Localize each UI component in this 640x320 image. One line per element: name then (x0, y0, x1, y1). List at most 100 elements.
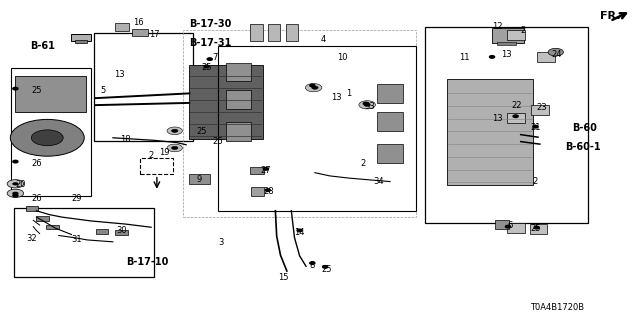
Bar (189, 65, 262, 140)
Text: T0A4B1720B: T0A4B1720B (531, 303, 584, 312)
Text: 17: 17 (149, 30, 159, 39)
Bar (268, 24, 280, 41)
Circle shape (31, 130, 63, 146)
Text: 21: 21 (530, 123, 541, 132)
Bar (132, 29, 148, 36)
Circle shape (310, 262, 315, 264)
Text: 26: 26 (31, 159, 42, 168)
Text: 6: 6 (508, 221, 513, 230)
Bar (96, 229, 108, 234)
Circle shape (13, 87, 18, 90)
Text: 25: 25 (31, 86, 42, 95)
Text: 13: 13 (114, 70, 125, 79)
Text: 13: 13 (500, 50, 511, 59)
Circle shape (10, 119, 84, 156)
Bar (508, 113, 525, 123)
Bar (36, 216, 49, 221)
Circle shape (364, 102, 369, 105)
Text: 15: 15 (278, 273, 288, 282)
Bar (189, 174, 210, 184)
Text: B-60: B-60 (572, 123, 596, 133)
Circle shape (323, 266, 328, 268)
Circle shape (359, 101, 376, 109)
Text: 4: 4 (321, 35, 326, 44)
Bar (250, 167, 264, 174)
Bar (251, 187, 264, 196)
Circle shape (490, 56, 495, 58)
Text: 16: 16 (133, 18, 144, 27)
Circle shape (263, 168, 268, 170)
Text: 7: 7 (212, 53, 218, 62)
Bar (15, 76, 86, 112)
Circle shape (12, 192, 19, 195)
Circle shape (167, 144, 182, 152)
Bar (76, 40, 87, 43)
Bar (447, 79, 534, 185)
Bar (492, 28, 524, 43)
Circle shape (305, 84, 322, 92)
Bar (115, 23, 129, 31)
Bar (425, 27, 588, 223)
Text: 24: 24 (552, 50, 563, 59)
Circle shape (548, 48, 563, 56)
Circle shape (13, 194, 18, 197)
Text: 13: 13 (492, 114, 502, 123)
Text: 2: 2 (520, 26, 525, 35)
Circle shape (310, 84, 315, 87)
Text: 9: 9 (196, 174, 202, 184)
Bar (226, 63, 251, 81)
Bar (378, 144, 403, 163)
Text: 18: 18 (120, 135, 131, 144)
Bar (378, 112, 403, 132)
Text: 33: 33 (364, 101, 375, 111)
Text: B-17-31: B-17-31 (189, 38, 232, 48)
Bar (530, 224, 547, 234)
Text: 2: 2 (148, 151, 154, 160)
Text: FR.: FR. (600, 11, 621, 21)
Bar (495, 220, 509, 229)
Text: 1: 1 (346, 89, 351, 98)
Circle shape (7, 180, 24, 188)
Circle shape (364, 103, 371, 106)
Circle shape (167, 127, 182, 135)
Text: 22: 22 (511, 101, 522, 110)
Bar (72, 34, 91, 41)
Text: 25: 25 (530, 224, 541, 233)
Bar (531, 105, 548, 115)
Bar (183, 30, 415, 217)
Circle shape (12, 182, 19, 185)
Bar (46, 225, 59, 229)
Bar (14, 208, 154, 277)
Text: B-17-30: B-17-30 (189, 19, 232, 28)
Circle shape (7, 189, 24, 197)
Bar (226, 90, 251, 109)
Text: 34: 34 (373, 177, 384, 186)
Circle shape (506, 225, 511, 228)
Bar (285, 24, 298, 41)
Text: 28: 28 (264, 187, 275, 196)
Text: 2: 2 (361, 159, 366, 168)
Text: 32: 32 (27, 234, 37, 243)
Text: B-61: B-61 (30, 41, 55, 51)
Circle shape (204, 65, 209, 68)
Text: 3: 3 (218, 238, 224, 247)
Bar (538, 52, 555, 62)
Text: 19: 19 (159, 148, 169, 156)
Text: 26: 26 (212, 137, 223, 146)
Circle shape (534, 226, 540, 229)
Text: 31: 31 (71, 236, 82, 244)
Circle shape (513, 115, 518, 117)
Bar (94, 33, 193, 141)
Circle shape (13, 160, 18, 163)
Text: 25: 25 (202, 62, 212, 72)
Circle shape (312, 86, 318, 89)
Bar (250, 24, 262, 41)
Circle shape (207, 58, 212, 60)
Circle shape (172, 129, 178, 132)
Text: 29: 29 (71, 194, 82, 203)
Bar (115, 230, 127, 235)
Text: 25: 25 (197, 127, 207, 136)
Text: 11: 11 (460, 53, 470, 62)
Text: 8: 8 (310, 261, 315, 270)
Text: 10: 10 (337, 53, 348, 62)
